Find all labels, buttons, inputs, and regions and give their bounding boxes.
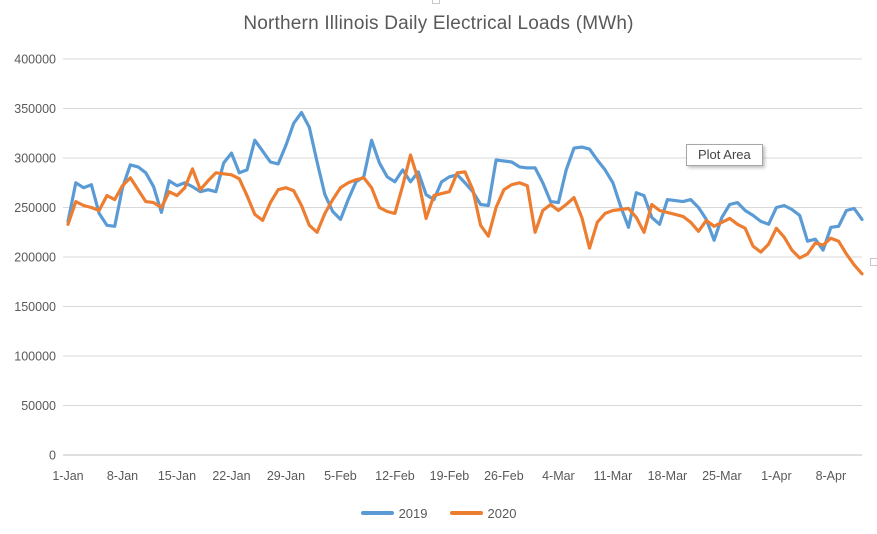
- plot-area-tooltip: Plot Area: [686, 144, 763, 166]
- y-tick-label: 350000: [14, 102, 56, 116]
- x-tick-label: 19-Feb: [430, 469, 470, 483]
- legend[interactable]: 2019 2020: [0, 503, 877, 523]
- x-tick-label: 22-Jan: [212, 469, 250, 483]
- chart-title: Northern Illinois Daily Electrical Loads…: [243, 13, 634, 34]
- y-tick-label: 400000: [14, 53, 56, 67]
- x-tick-label: 18-Mar: [648, 469, 688, 483]
- y-tick-label: 150000: [14, 300, 56, 314]
- series-line-2020[interactable]: [66, 153, 864, 276]
- x-tick-label: 12-Feb: [375, 469, 415, 483]
- x-tick-label: 15-Jan: [158, 469, 196, 483]
- x-tick-label: 1-Apr: [761, 469, 792, 483]
- chart-resize-handle-right[interactable]: [870, 258, 877, 266]
- y-tick-label: 200000: [14, 251, 56, 265]
- x-tick-label: 26-Feb: [484, 469, 524, 483]
- x-tick-label: 8-Jan: [107, 469, 138, 483]
- y-tick-label: 50000: [21, 399, 56, 413]
- y-tick-label: 300000: [14, 152, 56, 166]
- y-tick-label: 100000: [14, 350, 56, 364]
- x-tick-label: 25-Mar: [702, 469, 742, 483]
- x-tick-label: 4-Mar: [542, 469, 575, 483]
- x-tick-label: 8-Apr: [816, 469, 847, 483]
- x-tick-label: 11-Mar: [594, 469, 633, 483]
- chart-resize-handle-top[interactable]: [432, 0, 440, 4]
- y-tick-label: 0: [49, 449, 56, 463]
- x-tick-label: 5-Feb: [324, 469, 357, 483]
- x-tick-label: 1-Jan: [52, 469, 83, 483]
- y-tick-label: 250000: [14, 201, 56, 215]
- legend-line-sample-2020: [449, 511, 483, 515]
- legend-line-sample-2019: [360, 511, 394, 515]
- legend-item-2020[interactable]: 2020: [449, 505, 517, 521]
- series-line-2019[interactable]: [66, 110, 864, 252]
- x-tick-label: 29-Jan: [267, 469, 305, 483]
- legend-label-2019: 2019: [398, 505, 428, 521]
- legend-item-2019[interactable]: 2019: [360, 505, 428, 521]
- legend-label-2020: 2020: [487, 505, 517, 521]
